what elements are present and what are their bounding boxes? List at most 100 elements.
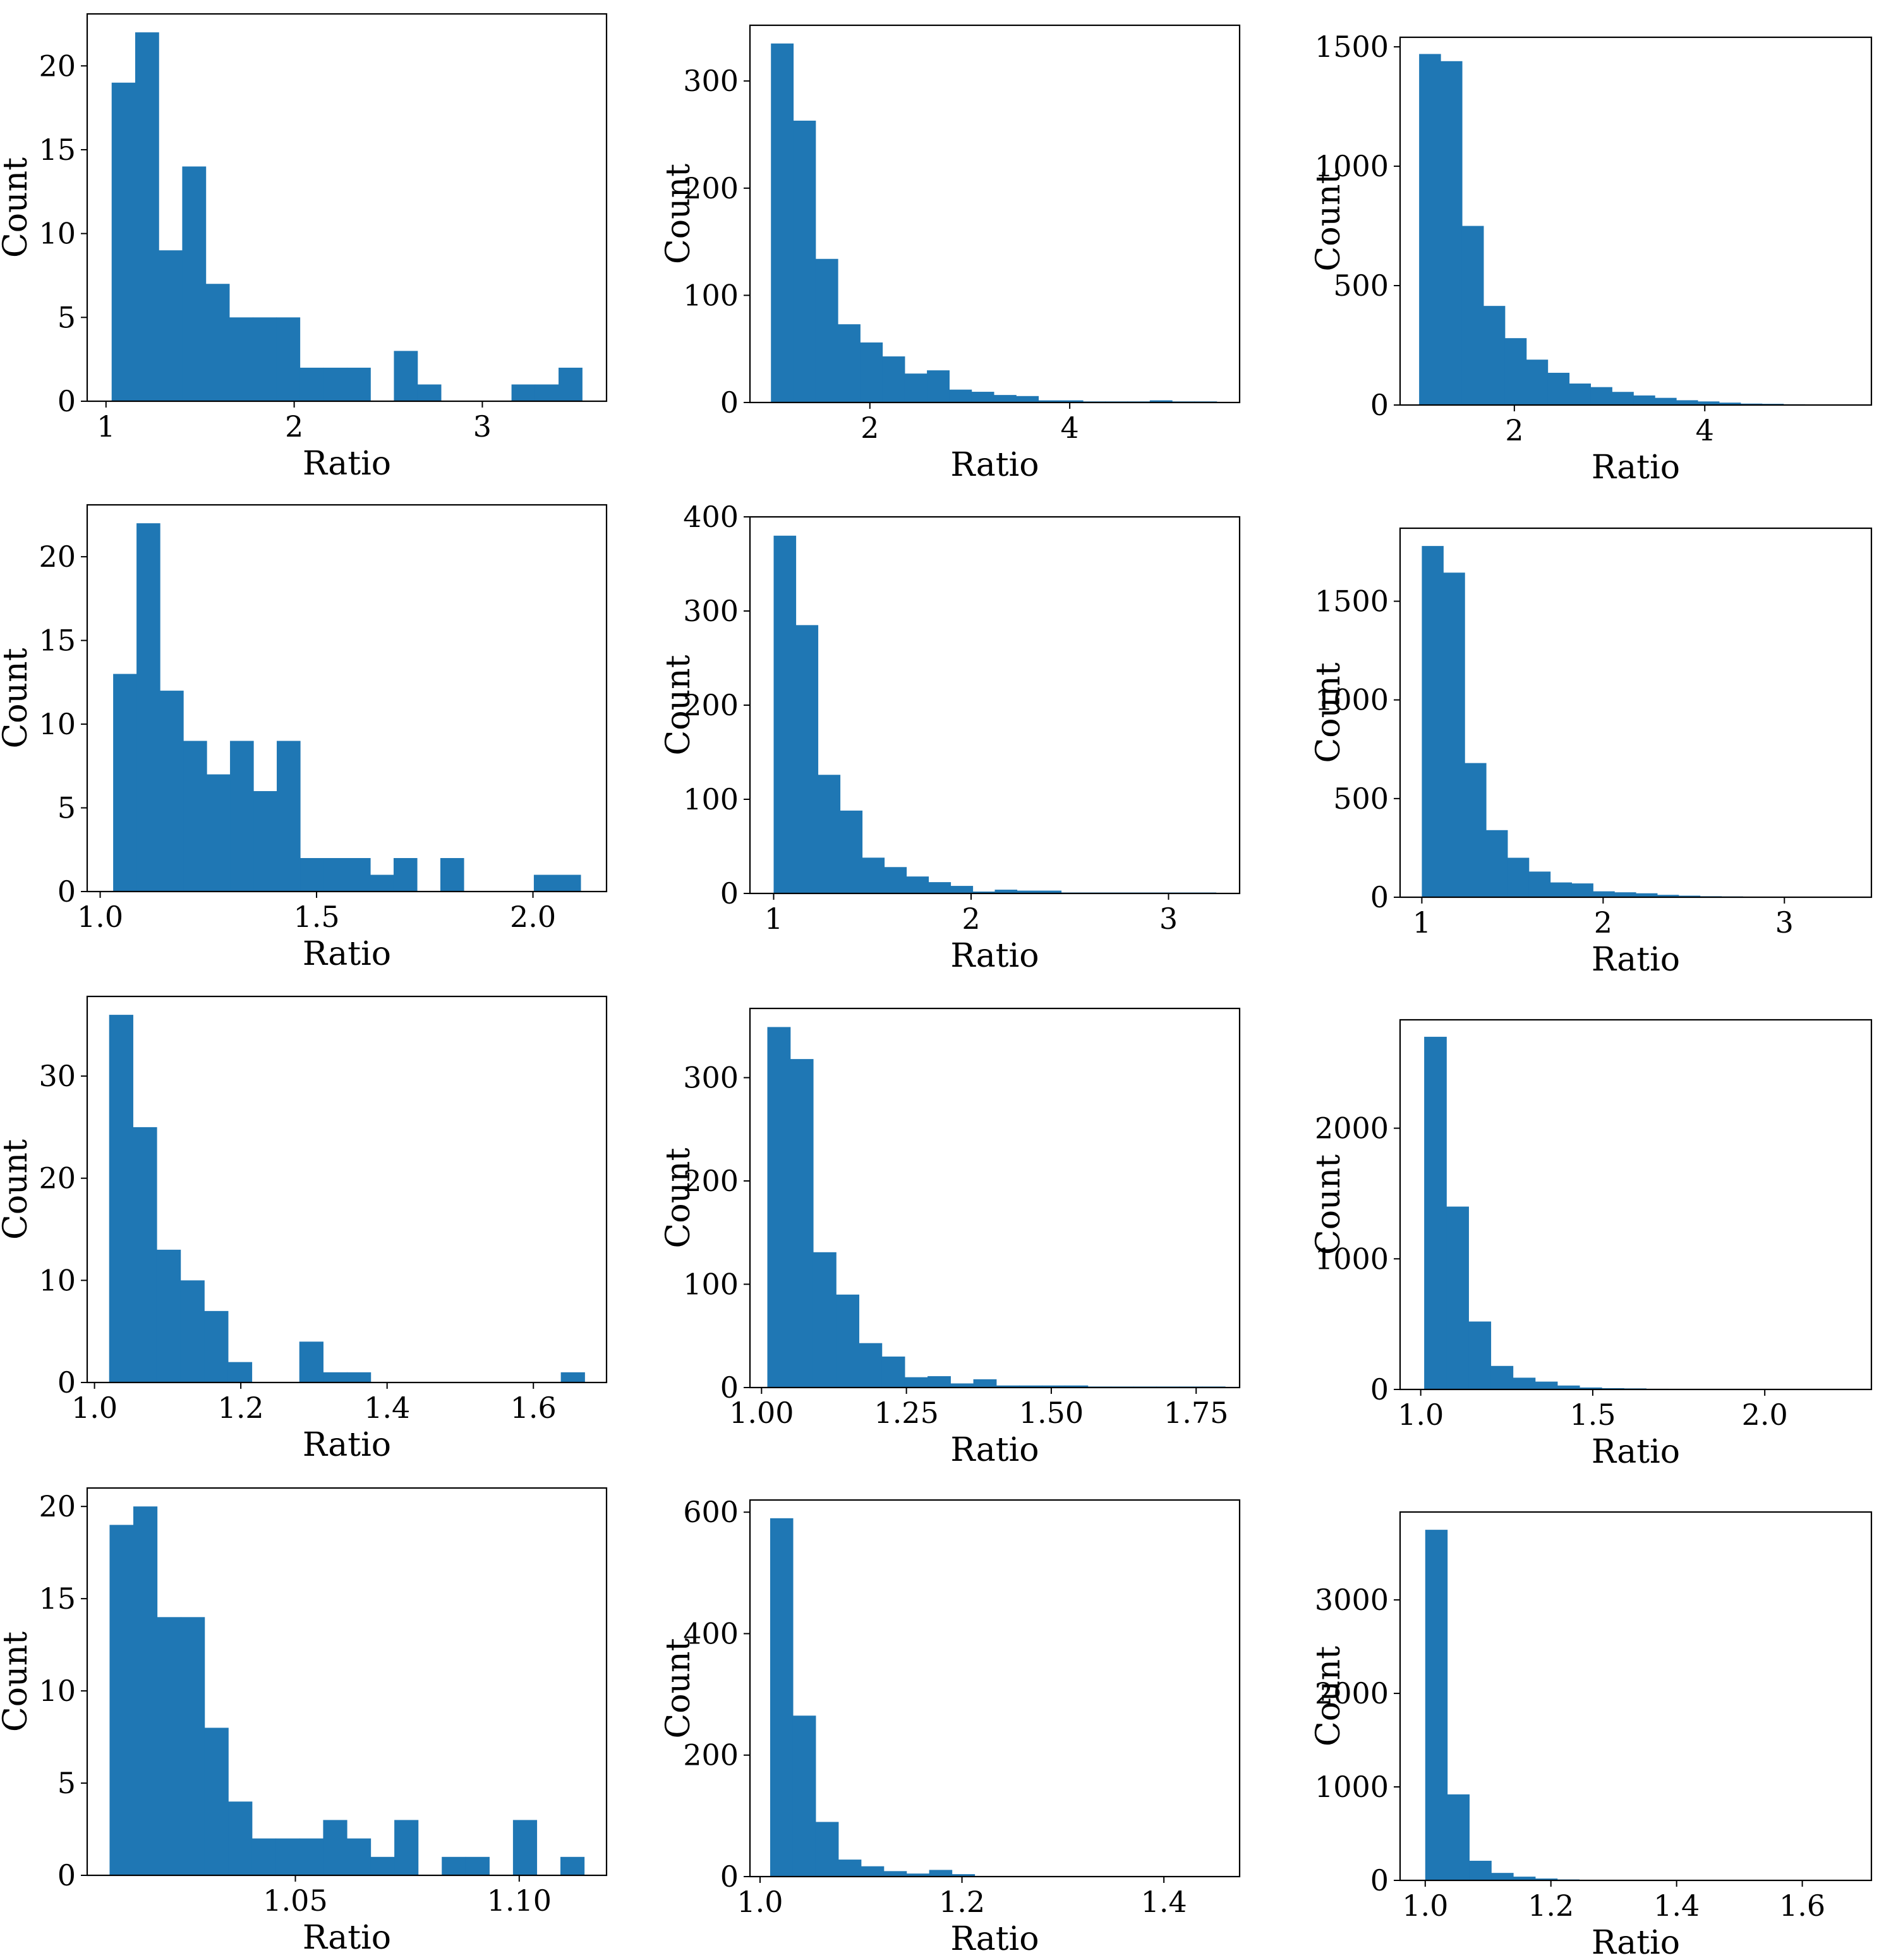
histogram-bar [1655, 397, 1677, 405]
histogram-bar [904, 1377, 928, 1388]
y-tick-label: 15 [39, 624, 76, 658]
x-tick-label: 1.6 [1779, 1889, 1825, 1923]
y-axis-label: Count [1310, 1154, 1348, 1255]
histogram-bar [928, 882, 952, 893]
histogram-panel-6: 1 2 3 0 500 1000 1500 Ratio Count [1310, 527, 1873, 979]
histogram-bar [860, 342, 883, 402]
histogram-bar [160, 691, 184, 892]
histogram-bar [347, 858, 371, 892]
histogram-bar [205, 284, 230, 401]
histogram-bar [511, 384, 536, 401]
histogram-bar [813, 1252, 837, 1388]
x-tick-label: 1.0 [1402, 1889, 1448, 1923]
y-tick-label: 500 [1333, 782, 1389, 816]
y-tick-label: 0 [720, 1860, 739, 1894]
plot-frame [749, 1007, 1241, 1389]
y-tick-label: 2000 [1315, 1111, 1389, 1146]
histogram-bar [1443, 572, 1465, 897]
y-tick-label: 400 [683, 1616, 739, 1650]
histogram-bar [1017, 890, 1040, 893]
histogram-bar [253, 791, 277, 892]
histogram-bar [1633, 395, 1655, 405]
y-tick-label: 200 [683, 1738, 739, 1772]
y-tick-label: 0 [1370, 1863, 1389, 1897]
histogram-bar [133, 1127, 157, 1382]
histogram-bar [1636, 893, 1658, 897]
x-tick-label: 3 [1159, 902, 1178, 936]
histogram-bar [882, 356, 905, 402]
histogram-bar [111, 82, 136, 402]
x-tick-label: 1.4 [1653, 1889, 1700, 1923]
histogram-bar [906, 876, 929, 893]
histogram-bar [180, 1280, 205, 1382]
x-axis-label: Ratio [1592, 1433, 1680, 1471]
histogram-bar [1678, 895, 1701, 897]
histogram-bar [299, 1341, 323, 1382]
plot-frame [1399, 1019, 1873, 1391]
histogram-bar [347, 1372, 372, 1382]
x-tick-label: 1.10 [487, 1884, 552, 1918]
x-axis-label: Ratio [950, 446, 1039, 484]
y-tick-label: 200 [683, 688, 739, 722]
y-tick-label: 1000 [1315, 1770, 1389, 1804]
histogram-bar [1697, 401, 1720, 405]
x-axis-label: Ratio [950, 1920, 1039, 1958]
histogram-bar [1490, 1365, 1514, 1389]
histogram-bar [1019, 1385, 1042, 1388]
histogram-bar [840, 810, 863, 893]
histogram-bar [792, 1715, 816, 1877]
histogram-bar [861, 1866, 885, 1877]
x-tick-label: 1.2 [1528, 1889, 1574, 1923]
y-tick-label: 500 [1333, 269, 1389, 303]
x-tick-label: 2.0 [510, 900, 556, 934]
histogram-bar [1535, 1381, 1558, 1389]
x-axis-label: Ratio [1592, 941, 1680, 979]
y-tick-label: 5 [57, 1766, 76, 1800]
histogram-panel-3: 2 4 0 500 1000 1500 Ratio Count [1310, 30, 1873, 487]
histogram-bar [929, 1870, 953, 1877]
y-tick-label: 400 [683, 500, 739, 534]
x-tick-label: 1.25 [874, 1396, 938, 1430]
y-tick-label: 1500 [1315, 30, 1389, 64]
y-tick-label: 100 [683, 278, 739, 312]
histogram-bar [1557, 1385, 1580, 1389]
histogram-bar [230, 741, 254, 892]
y-tick-label: 3000 [1315, 1583, 1389, 1617]
y-tick-label: 300 [683, 1061, 739, 1095]
y-tick-label: 300 [683, 594, 739, 628]
y-axis-label: Count [0, 648, 35, 748]
plot-frame [86, 13, 608, 402]
y-axis-label: Count [660, 1147, 698, 1248]
histogram-bar [275, 1838, 300, 1875]
x-tick-label: 1.0 [1398, 1398, 1444, 1432]
plot-frame [1399, 36, 1873, 406]
histogram-bar [993, 395, 1017, 402]
x-tick-label: 1.4 [364, 1391, 410, 1425]
histogram-bar [1612, 392, 1634, 405]
histogram-bar [1513, 1377, 1536, 1389]
histogram-bar [347, 1838, 372, 1875]
histogram-bar [228, 1801, 253, 1875]
histogram-bar [815, 1822, 839, 1877]
histogram-bar [136, 523, 160, 892]
x-tick-label: 4 [1696, 413, 1714, 447]
x-tick-label: 1 [97, 409, 115, 444]
histogram-bar [323, 858, 347, 892]
histogram-bar [181, 1617, 205, 1875]
histogram-bar [204, 1727, 229, 1875]
histogram-bar [1039, 890, 1062, 893]
histogram-bar [251, 1838, 276, 1875]
y-tick-label: 0 [57, 1858, 76, 1892]
histogram-bar [157, 1617, 181, 1875]
histogram-bar [1468, 1321, 1492, 1389]
histogram-bar [862, 857, 885, 893]
plot-frame [1399, 527, 1873, 898]
histogram-bar [370, 874, 394, 892]
y-tick-label: 5 [57, 791, 76, 825]
histogram-bar [227, 1362, 253, 1382]
histogram-panel-10: 1.05 1.10 0 5 10 15 20 Ratio Count [0, 1487, 608, 1957]
histogram-bar [1740, 403, 1763, 405]
histogram-bar [1719, 402, 1741, 405]
histogram-bar [299, 1838, 324, 1875]
y-tick-label: 30 [39, 1059, 76, 1093]
